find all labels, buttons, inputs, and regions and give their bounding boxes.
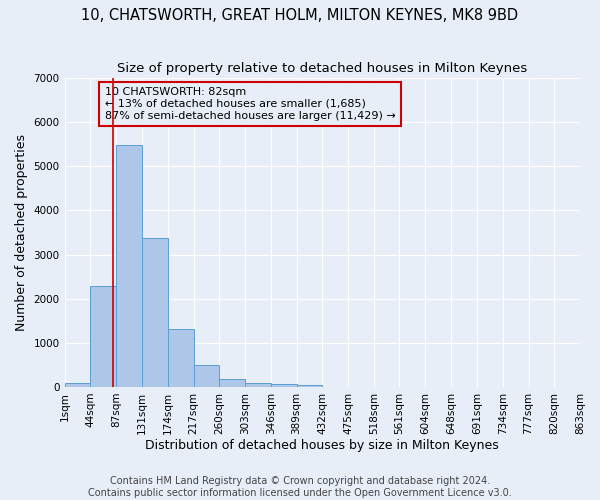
Bar bbox=[245, 384, 271, 387]
X-axis label: Distribution of detached houses by size in Milton Keynes: Distribution of detached houses by size … bbox=[145, 440, 499, 452]
Y-axis label: Number of detached properties: Number of detached properties bbox=[15, 134, 28, 331]
Bar bbox=[65, 382, 90, 387]
Text: 10 CHATSWORTH: 82sqm
← 13% of detached houses are smaller (1,685)
87% of semi-de: 10 CHATSWORTH: 82sqm ← 13% of detached h… bbox=[105, 88, 395, 120]
Text: Contains HM Land Registry data © Crown copyright and database right 2024.
Contai: Contains HM Land Registry data © Crown c… bbox=[88, 476, 512, 498]
Bar bbox=[194, 365, 220, 387]
Bar bbox=[220, 379, 245, 387]
Bar bbox=[116, 145, 142, 387]
Bar bbox=[142, 238, 168, 387]
Bar bbox=[271, 384, 296, 387]
Bar bbox=[90, 286, 116, 387]
Title: Size of property relative to detached houses in Milton Keynes: Size of property relative to detached ho… bbox=[117, 62, 527, 76]
Bar bbox=[296, 384, 322, 387]
Bar bbox=[168, 329, 194, 387]
Text: 10, CHATSWORTH, GREAT HOLM, MILTON KEYNES, MK8 9BD: 10, CHATSWORTH, GREAT HOLM, MILTON KEYNE… bbox=[82, 8, 518, 22]
